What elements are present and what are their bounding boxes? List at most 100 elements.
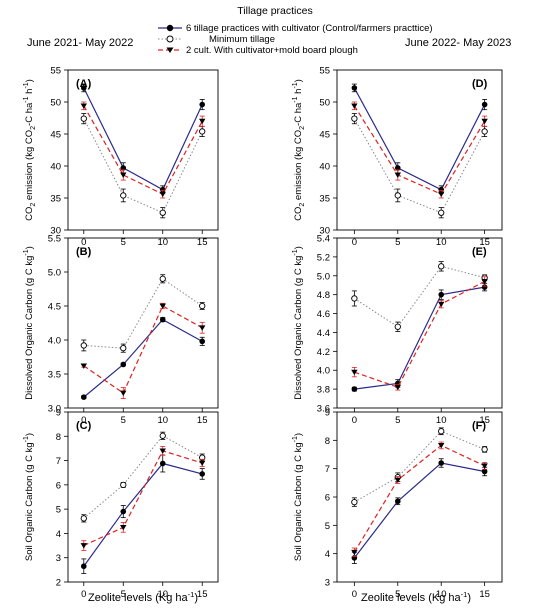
x-tick-label: 10	[157, 237, 168, 248]
y-tick-label: 3.8	[317, 385, 330, 396]
plot-frame	[67, 69, 219, 231]
series-line-1	[353, 87, 486, 191]
series-line-3	[83, 450, 203, 547]
y-axis-title: Dissolved Organic Carbon (g C kg-1)	[23, 246, 35, 400]
data-point	[438, 301, 445, 308]
legend: 6 tillage practices with cultivator (Con…	[158, 23, 433, 56]
panel-label: (F)	[472, 420, 486, 432]
data-point	[159, 191, 166, 198]
data-point	[351, 549, 358, 556]
y-tick-label: 4	[56, 529, 61, 540]
data-point	[120, 508, 127, 515]
data-point	[438, 428, 445, 435]
legend-marker-control	[166, 24, 174, 32]
y-tick-label: 3.0	[48, 404, 61, 415]
y-tick-label: 5.2	[317, 252, 330, 263]
data-point	[199, 101, 206, 108]
x-tick-label: 0	[81, 237, 86, 248]
x-tick-label: 15	[197, 589, 208, 600]
series-line-1	[83, 87, 203, 191]
y-tick-label: 30	[319, 226, 330, 237]
period-left-title: June 2021- May 2022	[27, 37, 133, 49]
x-axis-title-left: Zeolite levels (Kg ha-1)	[88, 590, 198, 604]
data-point	[80, 394, 87, 400]
y-tick-label: 9	[56, 408, 61, 419]
data-point	[80, 515, 87, 522]
y-tick-label: 50	[319, 98, 330, 109]
data-point	[199, 338, 206, 345]
chart-panel-5: 2 3 4 5 6 7 8 9 0 5 10 15 (C) Soil Organic Carbon (g …	[23, 408, 219, 600]
data-point	[394, 192, 401, 199]
y-tick-label: 5	[325, 521, 330, 532]
series-line-2	[354, 430, 485, 503]
plot-frame	[67, 237, 219, 409]
data-point	[438, 443, 445, 449]
data-point	[199, 118, 206, 125]
period-right-title: June 2022- May 2023	[405, 37, 511, 49]
y-tick-label: 5.0	[48, 268, 61, 279]
y-tick-label: 4.5	[48, 302, 61, 313]
x-tick-label: 15	[479, 589, 490, 600]
x-tick-label: 10	[157, 415, 168, 426]
y-tick-label: 6	[325, 493, 330, 504]
data-point	[159, 448, 166, 454]
y-tick-label: 4.4	[317, 328, 330, 339]
y-tick-label: 8	[56, 432, 61, 443]
x-tick-label: 5	[395, 589, 400, 600]
data-point	[159, 186, 166, 193]
data-point	[120, 345, 127, 352]
data-point	[80, 563, 87, 570]
legend-title: Tillage practices	[237, 5, 312, 17]
data-point	[159, 316, 166, 323]
chart-panel-3: 3.0 3.5 4.0 4.5 5.0 5.5 0 5 10 15 (B) Dissolved Org…	[23, 234, 219, 426]
y-tick-label: 5	[56, 505, 61, 516]
series-line-1	[354, 286, 485, 390]
x-tick-label: 15	[479, 415, 490, 426]
data-point	[351, 115, 358, 122]
data-point	[80, 543, 87, 549]
series-line-2	[354, 265, 485, 328]
data-point	[394, 172, 401, 178]
data-point	[80, 103, 87, 109]
data-point	[351, 498, 358, 506]
data-point	[120, 524, 127, 531]
x-tick-label: 5	[121, 415, 126, 426]
x-tick-label: 0	[81, 589, 86, 600]
plot-frame	[336, 237, 503, 409]
data-point	[351, 295, 358, 302]
data-point	[159, 432, 166, 439]
data-point	[438, 209, 445, 216]
panel-label: (D)	[472, 78, 488, 90]
data-point	[199, 128, 206, 135]
x-tick-label: 0	[352, 237, 357, 248]
y-tick-label: 7	[56, 456, 61, 467]
legend-label-control: 6 tillage practices with cultivator (Con…	[186, 23, 433, 34]
y-tick-label: 35	[50, 194, 61, 205]
chart-panel-4: 3.63.84.04.24.44.64.85.05.25.40 5 10 15(E)D…	[292, 234, 503, 426]
y-tick-label: 4.0	[317, 366, 330, 377]
y-tick-label: 55	[319, 66, 330, 77]
y-axis-title: Soil Organic Carbon (g C kg-1)	[292, 433, 304, 561]
series-line-1	[353, 462, 485, 559]
y-tick-label: 3	[56, 553, 61, 564]
data-point	[80, 115, 87, 122]
plot-frame	[336, 411, 503, 583]
x-tick-label: 5	[395, 415, 400, 426]
y-tick-label: 50	[50, 98, 61, 109]
data-point	[351, 85, 358, 91]
y-tick-label: 4.0	[48, 336, 61, 347]
x-tick-label: 0	[352, 415, 357, 426]
series-line-1	[83, 318, 203, 398]
data-point	[159, 275, 166, 282]
data-point	[159, 303, 166, 309]
data-point	[120, 390, 127, 397]
data-point	[80, 342, 87, 349]
data-point	[80, 85, 87, 91]
x-tick-label: 5	[121, 589, 126, 600]
data-point	[438, 460, 445, 466]
series-line-3	[353, 105, 486, 195]
x-tick-label: 15	[197, 237, 208, 248]
data-point	[481, 128, 488, 135]
